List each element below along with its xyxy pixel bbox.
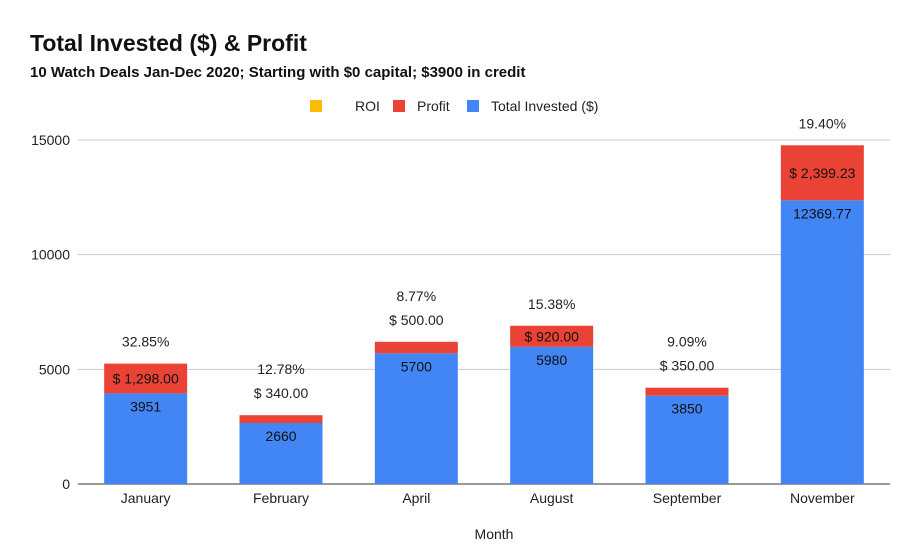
data-label-roi: 9.09% — [667, 334, 707, 350]
y-tick-label: 5000 — [39, 361, 70, 377]
x-tick-label: January — [121, 490, 171, 506]
x-tick-label: April — [402, 490, 430, 506]
bar-total-invested — [374, 353, 458, 484]
chart-title: Total Invested ($) & Profit — [30, 30, 307, 56]
data-label-roi: 8.77% — [396, 288, 436, 304]
bar-profit — [645, 387, 729, 396]
x-axis-title: Month — [475, 526, 514, 542]
data-label-roi: 19.40% — [799, 115, 846, 131]
data-label-profit: $ 1,298.00 — [113, 371, 179, 387]
legend-label-2: Total Invested ($) — [491, 98, 598, 114]
legend-swatch-0 — [310, 100, 322, 112]
bar-profit — [510, 325, 594, 347]
bar-profit — [374, 341, 458, 354]
y-tick-label: 0 — [62, 476, 70, 492]
legend-label-1: Profit — [417, 98, 450, 114]
bar-total-invested — [239, 422, 323, 484]
legend-swatch-1 — [393, 100, 405, 112]
data-label-profit: $ 2,399.23 — [789, 165, 855, 181]
legend-label-0: ROI — [355, 98, 380, 114]
data-label-invested: 3951 — [130, 398, 161, 414]
bar-total-invested — [780, 200, 864, 484]
bar-total-invested — [645, 395, 729, 484]
x-tick-label: September — [653, 490, 722, 506]
bar-profit — [104, 363, 188, 394]
legend-swatch-2 — [467, 100, 479, 112]
bar-profit — [780, 145, 864, 201]
bar-total-invested — [104, 393, 188, 484]
data-label-profit: $ 340.00 — [254, 385, 309, 401]
data-label-invested: 2660 — [265, 428, 296, 444]
bar-total-invested — [510, 346, 594, 484]
y-tick-label: 15000 — [31, 132, 70, 148]
data-label-roi: 15.38% — [528, 296, 575, 312]
data-label-invested: 3850 — [671, 401, 702, 417]
data-label-profit: $ 350.00 — [660, 358, 715, 374]
y-tick-label: 10000 — [31, 247, 70, 263]
data-label-profit: $ 500.00 — [389, 312, 444, 328]
data-label-roi: 12.78% — [257, 361, 304, 377]
x-tick-label: August — [530, 490, 574, 506]
data-label-invested: 12369.77 — [793, 205, 852, 221]
bar-profit — [239, 415, 323, 423]
data-label-invested: 5980 — [536, 352, 567, 368]
x-tick-label: November — [790, 490, 855, 506]
data-label-profit: $ 920.00 — [524, 328, 579, 344]
x-tick-label: February — [253, 490, 309, 506]
chart-subtitle: 10 Watch Deals Jan-Dec 2020; Starting wi… — [30, 64, 526, 81]
data-label-roi: 32.85% — [122, 334, 169, 350]
data-label-invested: 5700 — [401, 358, 432, 374]
